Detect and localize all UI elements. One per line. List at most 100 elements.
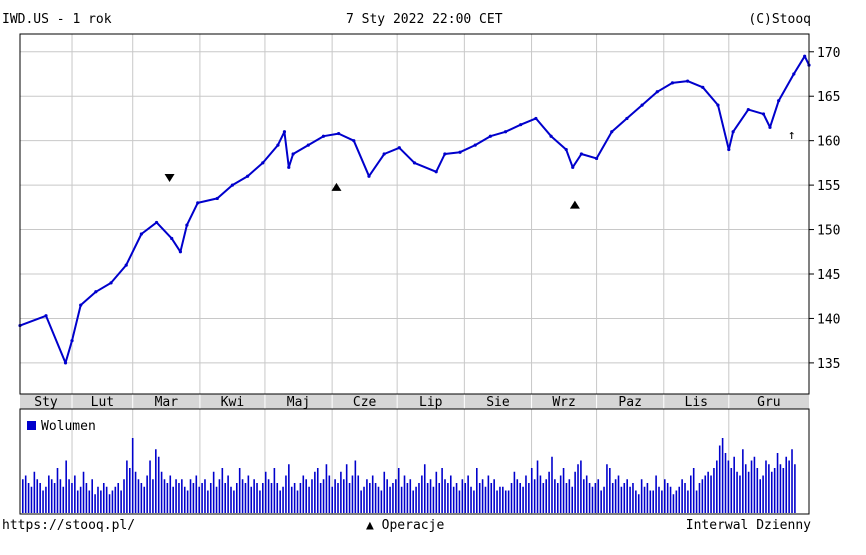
price-point	[397, 146, 401, 150]
volume-bar	[27, 483, 30, 513]
volume-bar	[635, 490, 637, 513]
volume-bar	[259, 490, 261, 513]
volume-bar	[510, 483, 513, 513]
interval-label: Interwal Dzienny	[685, 518, 811, 533]
volume-bar	[669, 486, 672, 513]
price-point	[337, 131, 341, 136]
volume-bar	[311, 479, 313, 513]
volume-bar	[276, 483, 279, 513]
volume-bar	[487, 475, 490, 513]
volume-bar	[452, 486, 455, 513]
volume-bar	[753, 456, 756, 513]
volume-bar	[369, 483, 371, 513]
volume-bar	[296, 490, 299, 513]
y-tick-label: 140	[817, 312, 840, 327]
price-point	[768, 125, 772, 129]
price-point	[594, 156, 599, 161]
volume-bar	[117, 483, 120, 513]
triangle-up-icon: ▲	[366, 518, 374, 533]
volume-bar	[351, 475, 354, 513]
volume-bar	[432, 486, 435, 513]
volume-bar	[36, 479, 39, 513]
y-tick-label: 160	[817, 135, 840, 150]
volume-bar	[698, 483, 701, 513]
month-tick-label: Kwi	[221, 395, 244, 410]
volume-bar	[319, 483, 322, 513]
volume-bar	[195, 475, 198, 513]
volume-bar	[426, 483, 429, 513]
volume-bar	[91, 479, 93, 513]
volume-bar	[591, 486, 594, 513]
volume-bar	[322, 479, 325, 513]
price-point	[276, 143, 280, 147]
month-tick-label: Lis	[685, 395, 708, 410]
price-point	[306, 143, 310, 147]
price-point	[434, 170, 438, 174]
y-tick-label: 170	[817, 46, 840, 61]
volume-bar	[74, 475, 76, 513]
volume-bar	[571, 486, 574, 513]
volume-bar	[395, 479, 397, 513]
volume-bar	[473, 490, 475, 513]
volume-bar	[212, 471, 215, 513]
volume-bar	[189, 479, 192, 513]
volume-bar	[620, 486, 623, 513]
source-url-link[interactable]: https://stooq.pl/	[2, 518, 136, 533]
volume-bar	[562, 468, 565, 513]
price-point	[261, 161, 265, 165]
operations-legend: ▲ Operacje	[366, 518, 444, 533]
operation-triangle-down-icon	[164, 174, 175, 182]
volume-bar	[470, 486, 472, 513]
volume-bar	[235, 483, 238, 513]
volume-bar	[290, 486, 293, 513]
volume-bar	[516, 479, 519, 513]
volume-bar	[409, 479, 412, 513]
volume-bar	[675, 490, 678, 513]
volume-bar	[334, 479, 336, 513]
volume-bar	[108, 494, 111, 513]
volume-bar	[192, 483, 195, 513]
price-point	[473, 143, 477, 147]
volume-bar	[449, 475, 452, 513]
volume-bar	[655, 475, 657, 513]
volume-bar	[123, 479, 125, 513]
volume-bar	[94, 494, 96, 513]
volume-bar	[348, 483, 351, 513]
price-point	[534, 116, 538, 121]
volume-bar	[484, 486, 487, 513]
price-point	[746, 107, 750, 112]
month-tick-label: Paz	[618, 395, 641, 410]
y-tick-label: 165	[817, 90, 840, 105]
volume-bar	[264, 471, 267, 513]
operation-triangle-up-icon	[331, 182, 342, 191]
volume-bar	[24, 475, 27, 513]
y-tick-label: 150	[817, 224, 840, 239]
volume-bar	[788, 460, 790, 513]
volume-bar	[565, 483, 568, 513]
operations-layer: ↑	[164, 128, 796, 209]
volume-bars	[22, 438, 796, 513]
volume-bar	[163, 479, 166, 513]
volume-bar	[215, 486, 218, 513]
volume-bar	[186, 490, 189, 513]
volume-bar	[721, 438, 724, 513]
price-point	[44, 314, 48, 318]
volume-bar	[345, 464, 348, 513]
volume-bar	[366, 479, 368, 513]
volume-bar	[536, 460, 539, 513]
volume-bar	[247, 475, 250, 513]
volume-bar	[59, 479, 62, 513]
month-axis: Sty Lut Mar Kwi Maj Cze Lip Sie Wrz Paz Lis Gru	[20, 394, 809, 410]
volume-bar	[718, 445, 721, 513]
volume-bar	[707, 471, 709, 513]
price-point	[124, 263, 128, 267]
volume-bar	[79, 486, 82, 513]
volume-bar	[383, 471, 386, 513]
price-point	[670, 81, 675, 85]
volume-bar	[374, 483, 377, 513]
volume-bar	[62, 486, 65, 513]
volume-bar	[701, 479, 704, 513]
volume-bar	[183, 486, 186, 513]
volume-bar	[461, 479, 464, 513]
